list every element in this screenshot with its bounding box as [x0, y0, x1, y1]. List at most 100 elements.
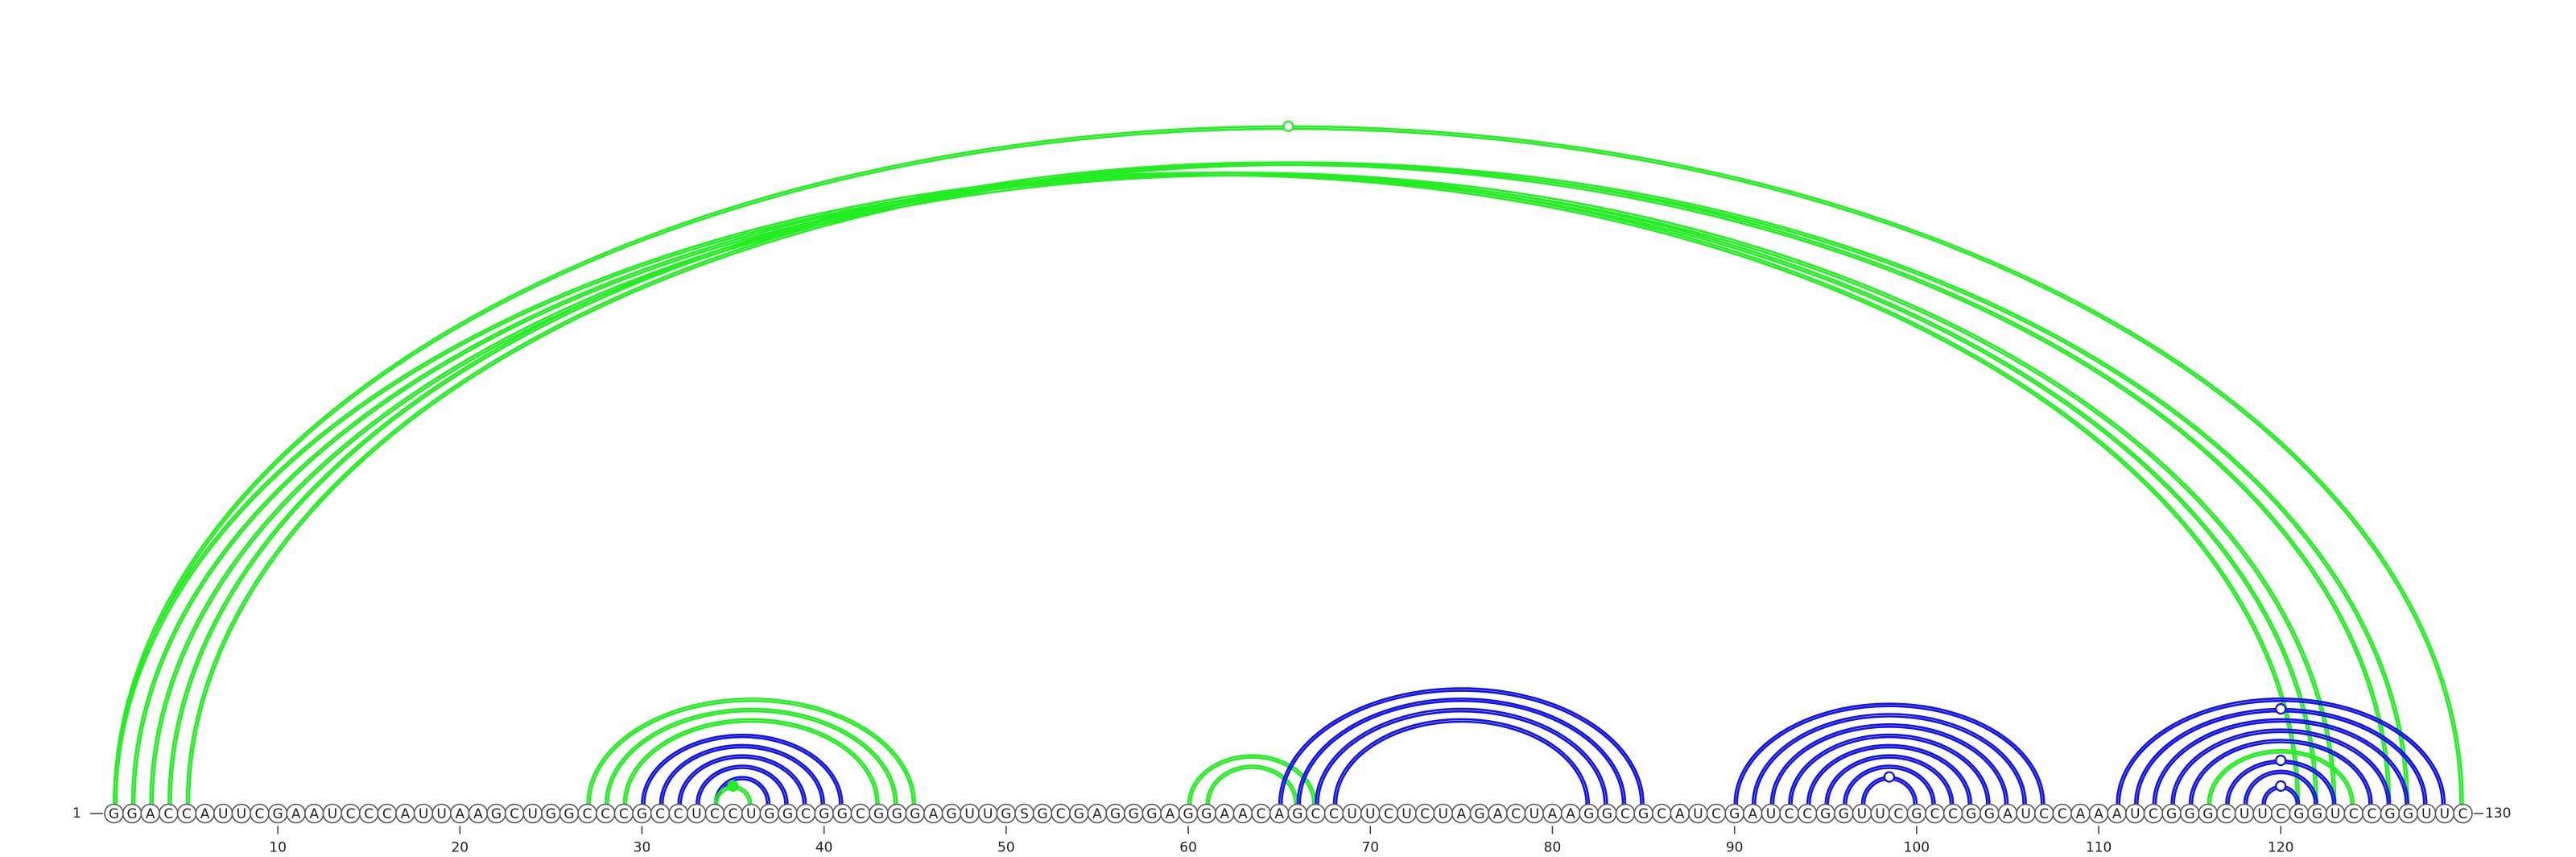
nucleotide-letter: C [1785, 806, 1794, 822]
nucleotide: C [504, 803, 525, 824]
nucleotide-letter: G [2312, 806, 2322, 822]
nucleotide-letter: C [1329, 806, 1339, 822]
nucleotide: U [687, 803, 707, 824]
nucleotide: C [1251, 803, 1271, 824]
nucleotide: C [1942, 803, 1963, 824]
nucleotide: A [1560, 803, 1581, 824]
base-pair-arcs [113, 120, 2464, 805]
nucleotide: U [2416, 803, 2437, 824]
nucleotide: C [2343, 803, 2364, 824]
nucleotide-letter: C [801, 806, 811, 822]
nucleotide: U [2016, 803, 2036, 824]
base-pair-arc-28-44 [604, 707, 898, 805]
nucleotide: G [2161, 803, 2182, 824]
nucleotide-letter: G [1146, 806, 1157, 822]
tick-label: 30 [634, 840, 651, 856]
nucleotide: A [1160, 803, 1180, 824]
nucleotide-letter: U [691, 806, 701, 822]
base-pair-arc-inner-32-39 [679, 756, 805, 805]
base-pair-arc-116-124 [2207, 749, 2355, 805]
nucleotide-letter: U [436, 806, 446, 822]
nucleotide-letter: U [419, 806, 428, 822]
nucleotide-letter: U [2240, 806, 2249, 822]
base-pair-arc-32-39 [677, 754, 807, 805]
nucleotide: G [1724, 803, 1744, 824]
nucleotide-letter: A [1166, 806, 1175, 822]
nucleotide: C [358, 803, 379, 824]
arc-apex-marker-119-121 [2275, 780, 2287, 792]
nucleotide: G [541, 803, 561, 824]
nucleotide: C [2216, 803, 2236, 824]
base-pair-arc-inner-28-44 [606, 710, 896, 805]
nucleotide: U [322, 803, 343, 824]
nucleotide-letter: A [291, 806, 301, 822]
nucleotide-letter: G [1038, 806, 1048, 822]
nucleotide: G [1979, 803, 2000, 824]
nucleotide: A [1542, 803, 1563, 824]
nucleotide: U [2234, 803, 2255, 824]
nucleotide-letter: C [1893, 806, 1903, 822]
nucleotide: C [613, 803, 634, 824]
nucleotide-letter: G [1001, 806, 1011, 822]
nucleotide-letter: A [455, 806, 464, 822]
nucleotide: C [2052, 803, 2073, 824]
tick-label: 20 [451, 840, 469, 856]
base-pair-arc-inner-67-83 [1317, 710, 1606, 805]
base-pair-arc-27-45 [586, 698, 917, 805]
nucleotide: C [2033, 803, 2054, 824]
nucleotide-letter: G [2202, 806, 2213, 822]
tick-label: 100 [1904, 840, 1930, 856]
nucleotide: C [176, 803, 197, 824]
nucleotide: A [1670, 803, 1690, 824]
nucleotide-letter: C [2221, 806, 2231, 822]
nucleotide: C [1615, 803, 1636, 824]
nucleotide-letter: U [2130, 806, 2140, 822]
base-pair-arc-65-85 [1278, 687, 1645, 805]
nucleotide: G [905, 803, 926, 824]
base-pair-arc-inner-113-127 [2154, 720, 2407, 805]
nucleotide: G [104, 803, 124, 824]
nucleotide: U [960, 803, 980, 824]
base-pair-arc-67-83 [1315, 707, 1608, 805]
sequence-start-label: 1 [72, 805, 81, 822]
nucleotide-letter: G [2384, 806, 2395, 822]
base-pair-arc-33-38 [696, 764, 789, 805]
nucleotide-letter: C [2367, 806, 2376, 822]
nucleotide: C [723, 803, 743, 824]
nucleotide-letter: G [637, 806, 647, 822]
nucleotide: C [577, 803, 597, 824]
nucleotide-letter: A [1457, 806, 1467, 822]
nucleotide-letter: C [710, 806, 720, 822]
nucleotide-letter: G [1583, 806, 1594, 822]
nucleotide-letter: U [2021, 806, 2030, 822]
nucleotide-letter: G [1201, 806, 1212, 822]
nucleotide-letter: G [910, 806, 920, 822]
nucleotide: C [1651, 803, 1672, 824]
nucleotide: A [1232, 803, 1253, 824]
nucleotide-letter: G [127, 806, 138, 822]
nucleotide: C [341, 803, 361, 824]
nucleotide-letter: C [2349, 806, 2359, 822]
nucleotide: A [923, 803, 943, 824]
base-pair-arc-2-122 [130, 172, 2318, 805]
nucleotide: U [741, 803, 762, 824]
nucleotide-letter: A [1493, 806, 1503, 822]
base-pair-arc-94-103 [1806, 743, 1973, 805]
sequence-end-label: 130 [2485, 805, 2511, 822]
tick-label: 60 [1179, 840, 1197, 856]
nucleotide: G [1834, 803, 1854, 824]
nucleotide: C [1323, 803, 1344, 824]
nucleotide: U [1524, 803, 1545, 824]
nucleotide: A [2107, 803, 2127, 824]
base-pair-arc-91-106 [1752, 713, 2027, 805]
nucleotide-letter: G [1474, 806, 1484, 822]
base-pair-arc-inner-1-130 [115, 127, 2462, 805]
nucleotide: A [1743, 803, 1763, 824]
nucleotide-letter: C [1657, 806, 1666, 822]
nucleotide-letter: G [1839, 806, 1849, 822]
nucleotide: C [159, 803, 179, 824]
nucleotide: C [1797, 803, 1818, 824]
arc-apex-marker-97-100 [1883, 771, 1896, 783]
tick-label: 70 [1361, 840, 1379, 856]
